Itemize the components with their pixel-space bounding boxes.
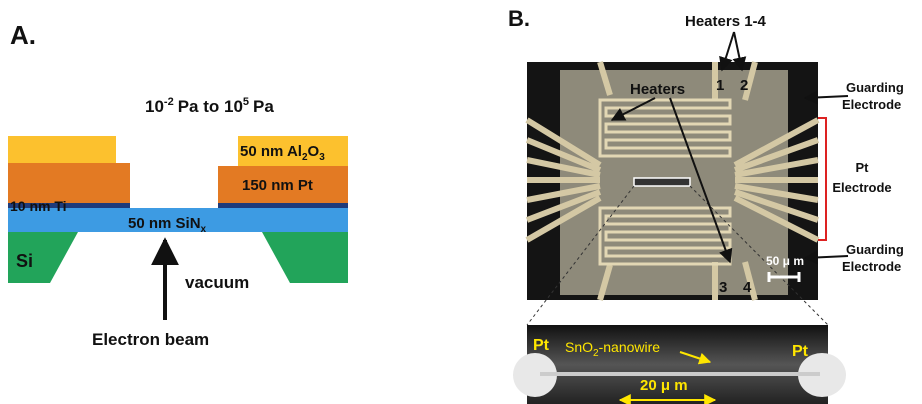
- si-right: [262, 232, 348, 283]
- beam-label: Electron beam: [92, 330, 209, 349]
- al2o3-left: [8, 136, 116, 163]
- bracket: [818, 118, 826, 240]
- pt-label: 150 nm Pt: [242, 177, 313, 194]
- inset-pt-left: Pt: [533, 337, 550, 354]
- ti-label: 10 nm Ti: [10, 198, 67, 214]
- nanowire-box: [634, 178, 690, 186]
- heater-number: 1: [716, 77, 724, 94]
- si-label: Si: [16, 251, 33, 271]
- ti-right: [218, 203, 348, 208]
- heater-number: 3: [719, 279, 727, 296]
- inset-pt-right: Pt: [792, 343, 809, 360]
- scale-bar-label: 50 μ m: [766, 254, 804, 268]
- heater-number: 4: [743, 279, 752, 296]
- panel-label: B.: [508, 6, 530, 31]
- panel-label: A.: [10, 20, 36, 50]
- heater-number: 2: [740, 77, 748, 94]
- figure: A. 10-2Pa to 105Pa 50 nm Al2O3 150 nm Pt…: [0, 0, 922, 404]
- nanowire: [540, 372, 820, 376]
- heaters-label: Heaters: [630, 81, 685, 98]
- heaters-1-4-label: Heaters 1-4: [685, 13, 767, 30]
- vacuum-label: vacuum: [185, 273, 249, 292]
- inset-scale-label: 20 μ m: [640, 377, 688, 394]
